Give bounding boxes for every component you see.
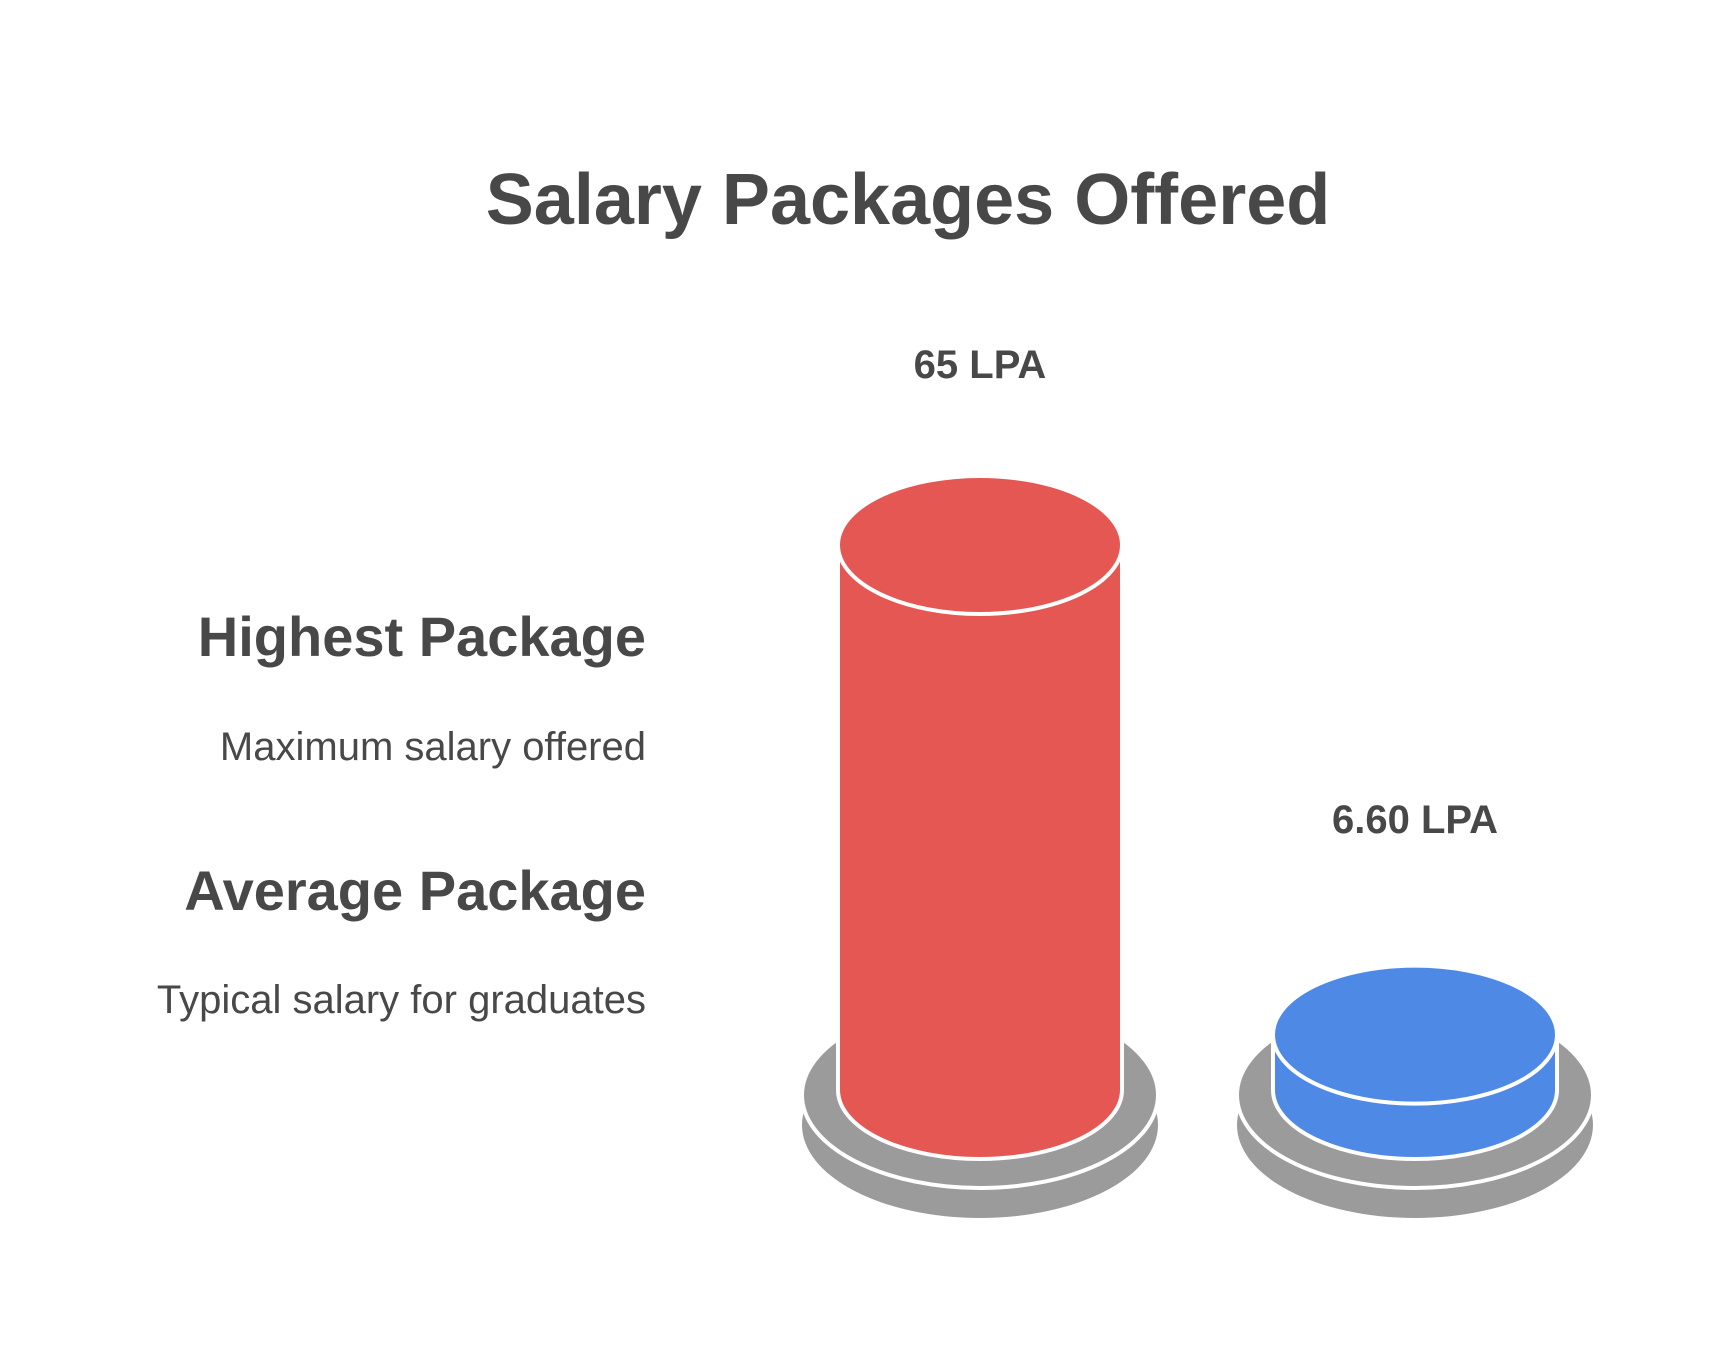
- legend-heading-highest: Highest Package: [198, 605, 646, 668]
- chart-title: Salary Packages Offered: [486, 160, 1331, 240]
- bar-highest: [800, 474, 1160, 1218]
- value-label-average: 6.60 LPA: [1332, 798, 1498, 842]
- bar-average: [1235, 963, 1595, 1218]
- bar-body-highest: [836, 543, 1124, 1161]
- legend-desc-average: Typical salary for graduates: [157, 978, 646, 1022]
- bar-top-average: [1271, 963, 1559, 1106]
- bars-group: [800, 474, 1595, 1218]
- value-label-highest: 65 LPA: [914, 343, 1047, 387]
- bar-top-highest: [836, 474, 1124, 616]
- legend-desc-highest: Maximum salary offered: [220, 725, 646, 769]
- legend-heading-average: Average Package: [184, 859, 646, 922]
